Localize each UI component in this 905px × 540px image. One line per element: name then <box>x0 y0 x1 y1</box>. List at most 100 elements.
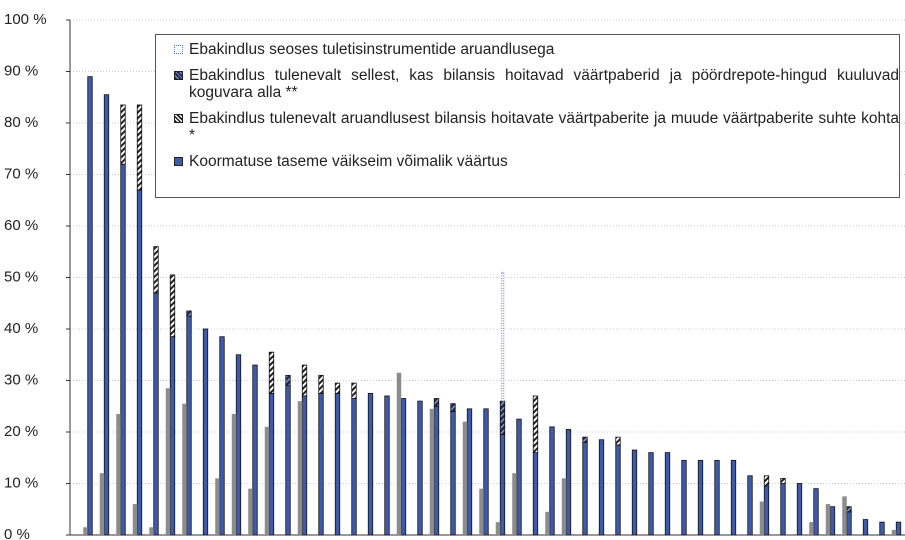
bar-segment <box>215 478 220 535</box>
legend-label: Koormatuse taseme väikseim võimalik väär… <box>189 153 508 170</box>
bar-segment <box>120 163 126 536</box>
y-tick-label: 30 % <box>4 371 38 388</box>
legend-item: Ebakindlus tulenevalt aruandlusest bilan… <box>174 110 899 144</box>
bar-segment <box>501 271 505 402</box>
bar-segment <box>285 385 291 536</box>
bar-segment <box>631 449 638 536</box>
bar-segment <box>103 94 110 536</box>
legend-swatch <box>174 157 183 166</box>
y-tick-label: 100 % <box>4 11 47 28</box>
y-tick-label: 60 % <box>4 217 38 234</box>
bar-segment <box>297 401 303 535</box>
bar-segment <box>846 506 852 513</box>
bar-segment <box>99 473 105 535</box>
bar-segment <box>248 488 253 535</box>
bar-segment <box>429 408 435 535</box>
bar-segment <box>136 189 143 536</box>
bar-segment <box>285 374 291 387</box>
legend-swatch <box>174 71 183 80</box>
bar-segment <box>516 418 522 536</box>
bar-segment <box>351 398 357 536</box>
bar-segment <box>268 351 275 394</box>
bar-segment <box>169 336 176 536</box>
bar-segment <box>433 398 440 407</box>
bar-segment <box>334 382 341 394</box>
bar-segment <box>252 364 258 536</box>
bar-segment <box>512 473 517 535</box>
bar-segment <box>495 522 501 535</box>
bar-segment <box>664 452 671 536</box>
y-tick-label: 90 % <box>4 62 38 79</box>
bar-segment <box>780 477 786 484</box>
bar-segment <box>780 483 786 536</box>
legend-item: Koormatuse taseme väikseim võimalik väär… <box>174 153 899 170</box>
bar-segment <box>842 496 847 535</box>
bar-segment <box>231 413 237 535</box>
bar-segment <box>561 478 567 535</box>
bar-segment <box>697 459 704 536</box>
bar-segment <box>450 403 456 412</box>
bar-segment <box>483 408 489 536</box>
bar-segment <box>499 434 506 536</box>
bar-segment <box>450 410 456 536</box>
bar-segment <box>182 403 187 535</box>
bar-segment <box>895 521 902 536</box>
y-tick-label: 40 % <box>4 320 38 337</box>
bar-segment <box>825 504 831 535</box>
bar-segment <box>648 452 654 536</box>
bar-segment <box>120 104 126 165</box>
bar-segment <box>809 522 814 535</box>
bar-segment <box>545 511 550 535</box>
bar-segment <box>582 436 588 443</box>
bar-segment <box>598 439 605 536</box>
bar-segment <box>136 104 143 191</box>
bar-segment <box>565 429 572 536</box>
bar-segment <box>186 315 192 536</box>
bar-segment <box>829 506 836 536</box>
bar-segment <box>219 336 225 536</box>
bar-segment <box>153 246 159 294</box>
bar-segment <box>462 421 468 535</box>
bar-segment <box>891 529 897 535</box>
bar-segment <box>879 521 885 536</box>
bar-segment <box>433 405 440 536</box>
bar-segment <box>351 382 357 399</box>
bar-segment <box>479 488 484 535</box>
bar-segment <box>759 501 765 535</box>
bar-segment <box>862 519 869 536</box>
bar-segment <box>582 441 588 536</box>
bar-segment <box>615 436 621 446</box>
bar-segment <box>165 388 171 535</box>
bar-segment <box>730 459 737 536</box>
bar-segment <box>417 400 423 536</box>
bar-segment <box>466 408 473 536</box>
bar-segment <box>846 511 852 536</box>
bar-segment <box>763 485 770 536</box>
legend-swatch <box>174 45 183 54</box>
bar-segment <box>186 310 192 317</box>
y-tick-label: 20 % <box>4 423 38 440</box>
bar-segment <box>549 426 555 536</box>
bar-segment <box>268 392 275 536</box>
bar-segment <box>153 292 159 536</box>
bar-segment <box>400 398 407 536</box>
bar-segment <box>264 426 270 535</box>
bar-segment <box>318 374 324 394</box>
bar-segment <box>334 392 341 536</box>
bar-segment <box>169 274 176 338</box>
bar-segment <box>202 328 209 536</box>
bar-segment <box>235 354 242 536</box>
bar-segment <box>149 527 154 535</box>
bar-segment <box>384 395 390 536</box>
legend-item: Ebakindlus tulenevalt sellest, kas bilan… <box>174 67 899 101</box>
y-tick-label: 50 % <box>4 268 38 285</box>
bar-segment <box>796 483 803 536</box>
legend-label: Ebakindlus tulenevalt sellest, kas bilan… <box>189 67 899 101</box>
bar-segment <box>532 452 539 536</box>
y-tick-label: 70 % <box>4 165 38 182</box>
y-tick-label: 0 % <box>4 526 30 540</box>
bar-segment <box>396 372 402 535</box>
legend-label: Ebakindlus seoses tuletisinstrumentide a… <box>189 41 555 58</box>
bar-segment <box>499 400 506 435</box>
